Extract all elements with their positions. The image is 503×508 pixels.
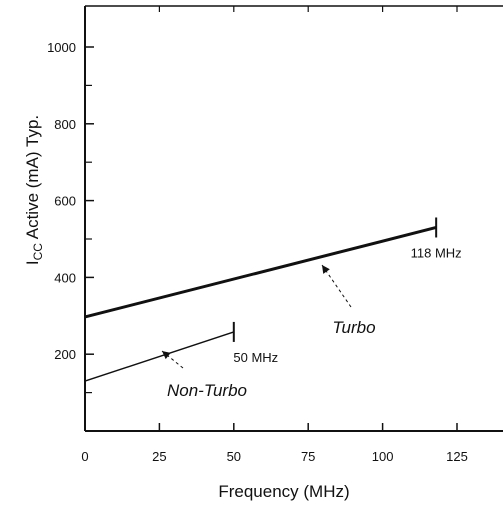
y-tick-label-800: 800: [54, 117, 76, 132]
y-axis-title-subscript: CC: [31, 243, 45, 261]
x-tick-label-100: 100: [372, 449, 394, 464]
x-tick-label-0: 0: [81, 449, 88, 464]
series-endpoint-label-turbo: 118 MHz: [411, 245, 462, 260]
y-tick-label-200: 200: [54, 347, 76, 362]
series-line-turbo: [84, 226, 437, 319]
series-endpoint-label-non-turbo: 50 MHz: [233, 350, 278, 365]
series-arrowhead-non-turbo: [162, 351, 171, 360]
series-arrow-line-turbo: [321, 264, 352, 308]
x-tick-label-125: 125: [446, 449, 468, 464]
y-axis-title-main: I: [23, 260, 42, 265]
series-name-label-non-turbo: Non-Turbo: [167, 381, 247, 400]
y-tick-label-400: 400: [54, 270, 76, 285]
x-tick-label-25: 25: [152, 449, 166, 464]
y-axis-title-rest: Active (mA) Typ.: [23, 115, 42, 243]
y-axis-title: ICC Active (mA) Typ.: [23, 115, 45, 265]
x-tick-label-75: 75: [301, 449, 315, 464]
series-line-non-turbo: [84, 331, 235, 382]
y-tick-label-1000: 1000: [47, 40, 76, 55]
series-arrowhead-turbo: [322, 265, 330, 274]
x-axis-title: Frequency (MHz): [218, 482, 349, 501]
x-tick-label-50: 50: [227, 449, 241, 464]
series-name-label-turbo: Turbo: [332, 318, 375, 337]
y-tick-label-600: 600: [54, 194, 76, 209]
series-arrow-line-non-turbo: [161, 350, 184, 369]
